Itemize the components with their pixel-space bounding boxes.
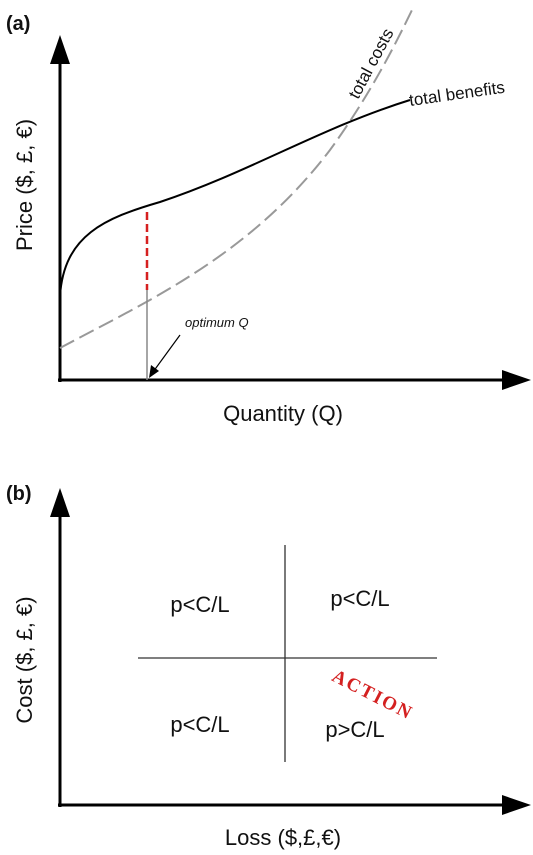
arrowhead	[149, 365, 159, 378]
arrowhead	[502, 370, 531, 390]
y-axis-label: Price ($, £, €)	[12, 119, 37, 251]
y-axis-label: Cost ($, £, €)	[12, 596, 37, 723]
costs-curve	[59, 9, 413, 349]
curve-label: total costs	[345, 25, 398, 102]
annotation: optimum Q	[185, 315, 249, 330]
quadrant-label: p<C/L	[330, 586, 389, 611]
panel-label: (b)	[6, 483, 32, 505]
arrowhead	[50, 488, 70, 517]
panel-a: (a) optimum Q total costs total benefits…	[6, 9, 531, 426]
curve-label: total benefits	[408, 78, 506, 110]
benefits-curve	[59, 99, 411, 297]
action-label: ACTION	[329, 666, 417, 725]
quadrant-label: p>C/L	[325, 717, 384, 742]
quadrant-label: p<C/L	[170, 712, 229, 737]
x-axis-label: Loss ($,£,€)	[225, 825, 341, 850]
arrowhead	[502, 795, 531, 815]
panel-b: (b) p<C/L p<C/L p<C/L p>C/L ACTION Cost …	[6, 483, 531, 850]
x-axis-label: Quantity (Q)	[223, 401, 343, 426]
quadrant-label: p<C/L	[170, 592, 229, 617]
panel-label: (a)	[6, 13, 30, 35]
arrowhead	[50, 35, 70, 64]
annotation-arrow	[152, 334, 181, 373]
